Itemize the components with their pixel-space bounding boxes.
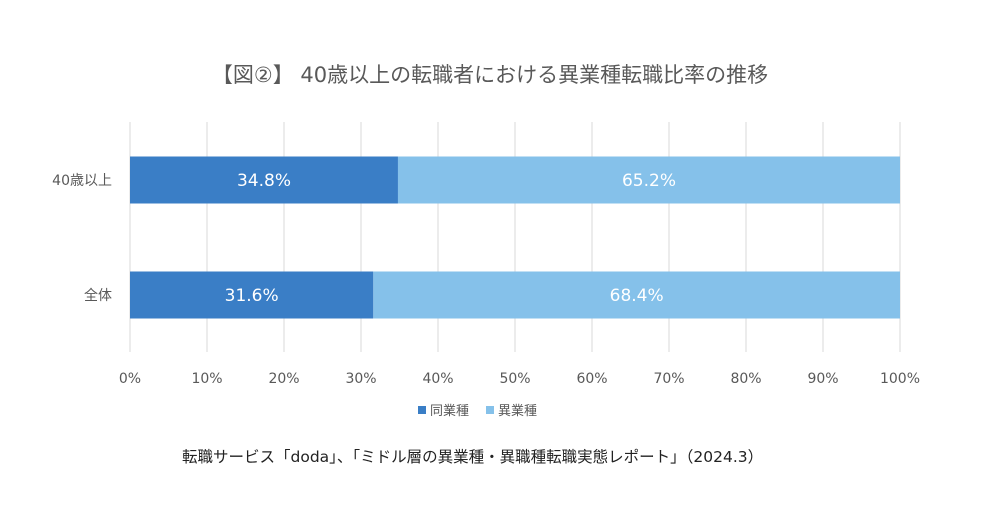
legend: 同業種 異業種 bbox=[418, 403, 537, 419]
data-label: 65.2% bbox=[622, 171, 676, 191]
x-tick-label: 90% bbox=[807, 371, 838, 387]
source-caption: 転職サービス「doda」、「ミドル層の異業種・異職種転職実態レポート」（2024… bbox=[182, 448, 764, 466]
x-tick-label: 40% bbox=[422, 371, 453, 387]
category-label: 40歳以上 bbox=[52, 173, 112, 189]
bar-same-industry-0 bbox=[130, 156, 398, 204]
x-axis-ticks: 0% 10% 20% 30% 40% 50% 60% 70% 80% 90% 100% bbox=[119, 371, 920, 387]
bar-same-industry-1 bbox=[130, 271, 374, 319]
data-label: 68.4% bbox=[610, 286, 664, 306]
bar-different-industry-0 bbox=[397, 156, 900, 204]
x-tick-label: 70% bbox=[653, 371, 684, 387]
legend-swatch bbox=[486, 406, 494, 414]
legend-swatch bbox=[418, 406, 426, 414]
bars bbox=[130, 156, 900, 319]
x-tick-label: 60% bbox=[576, 371, 607, 387]
x-tick-label: 100% bbox=[880, 371, 920, 387]
legend-label: 同業種 bbox=[430, 403, 469, 419]
data-label: 31.6% bbox=[225, 286, 279, 306]
x-tick-label: 0% bbox=[119, 371, 141, 387]
x-tick-label: 30% bbox=[345, 371, 376, 387]
legend-label: 異業種 bbox=[498, 403, 537, 419]
data-labels: 34.8% 65.2% 31.6% 68.4% bbox=[225, 171, 676, 306]
bar-different-industry-1 bbox=[373, 271, 900, 319]
x-tick-label: 80% bbox=[730, 371, 761, 387]
x-tick-label: 20% bbox=[268, 371, 299, 387]
x-tick-label: 10% bbox=[191, 371, 222, 387]
x-tick-label: 50% bbox=[499, 371, 530, 387]
category-label: 全体 bbox=[84, 287, 112, 304]
chart-title: 【図②】 40歳以上の転職者における異業種転職比率の推移 bbox=[212, 63, 768, 87]
data-label: 34.8% bbox=[237, 171, 291, 191]
